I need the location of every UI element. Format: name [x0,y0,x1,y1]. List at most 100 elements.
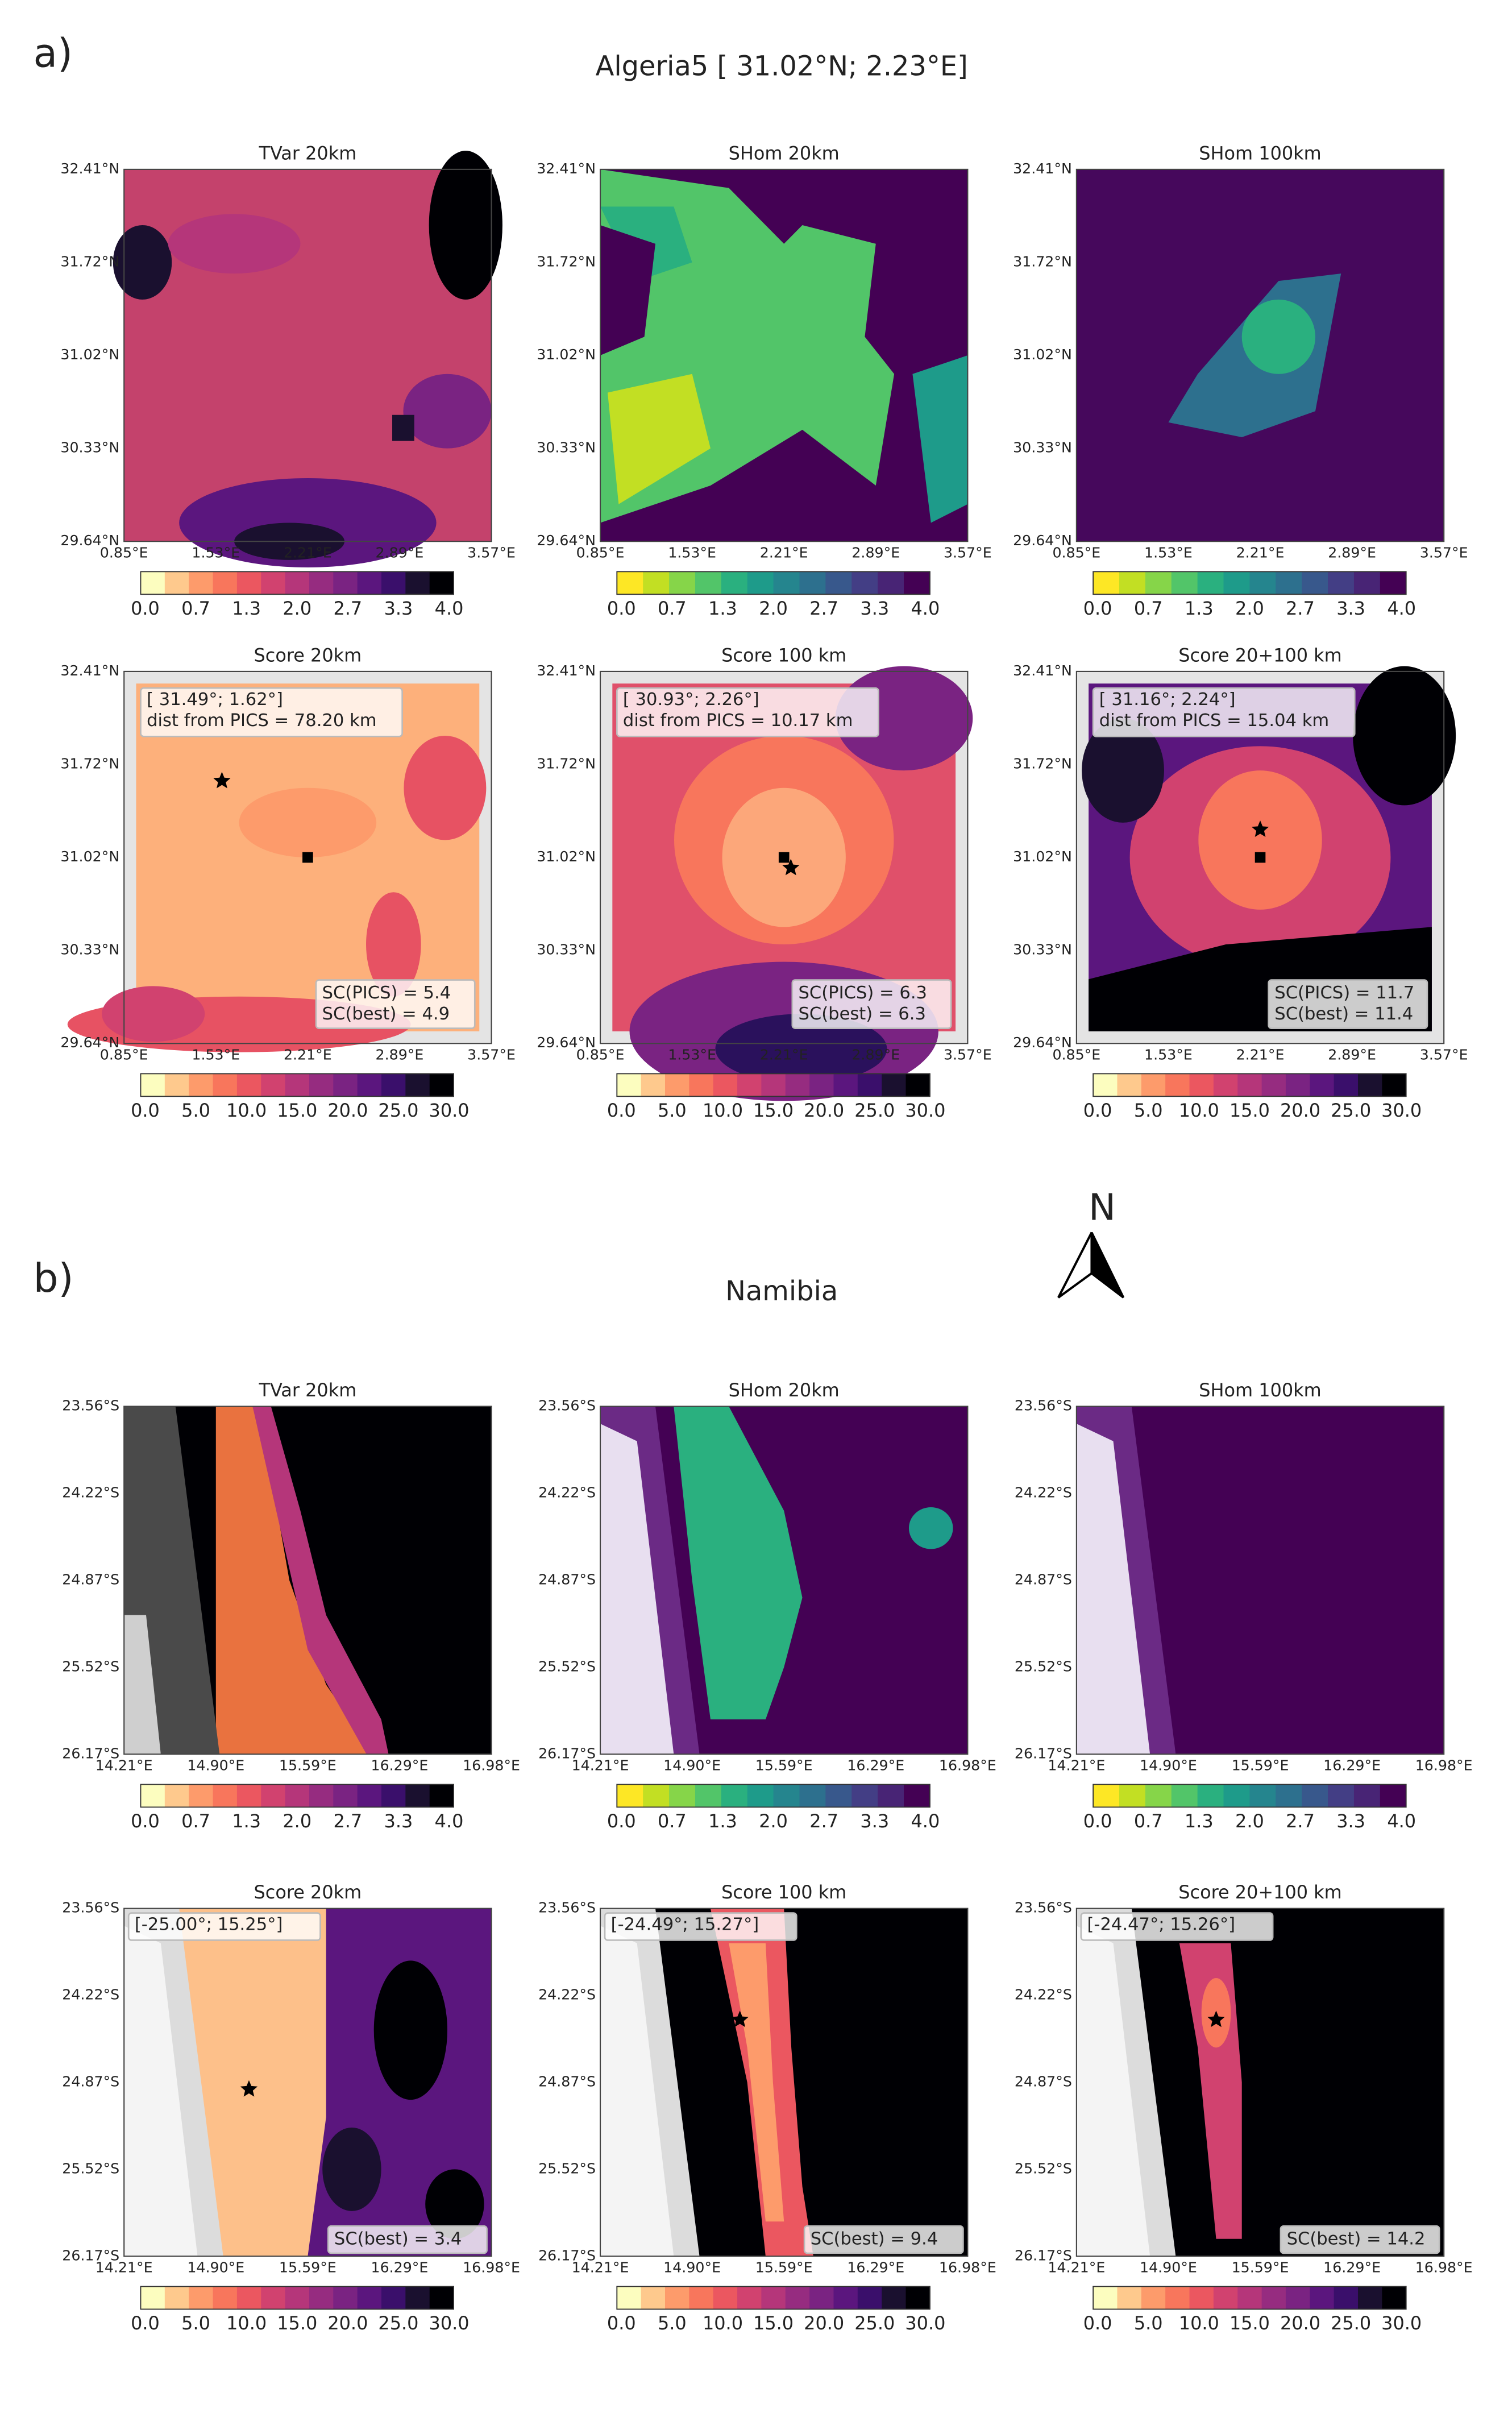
colorbar-segment [809,1073,834,1097]
colorbar-tick-label: 4.0 [911,598,940,619]
location-star [731,2010,749,2027]
lon-tick-label: 2.21°E [760,1047,808,1063]
lat-tick-label: 23.56°S [62,1398,119,1414]
lon-tick-label: 1.53°E [192,544,240,561]
lon-tick-label: 14.90°E [1140,1757,1197,1774]
lon-tick-label: 14.90°E [187,1757,244,1774]
colorbar-border [616,1073,931,1097]
colorbar-segment [333,571,358,595]
colorbar-segment [1382,2286,1407,2310]
colorbar-segment [1197,1784,1224,1807]
colorbar-segment [721,571,748,595]
lon-tick-label: 15.59°E [279,2259,337,2276]
colorbar-border [1093,571,1407,595]
colorbar-tick-label: 4.0 [435,598,464,619]
colorbar-segment [773,571,800,595]
score-text: SC(best) = 11.4 [1274,1004,1413,1024]
colorbar-segment [357,571,382,595]
colorbar-tick-label: 15.0 [277,2312,317,2334]
colorbar-tick-label: 0.0 [1083,1100,1112,1121]
location-text: [ 31.49°; 1.62°] [147,690,283,710]
colorbar-segment [1119,1784,1146,1807]
lon-tick-label: 16.29°E [1323,1757,1381,1774]
location-star [240,2080,258,2097]
colorbar-tick-label: 0.0 [131,2312,160,2334]
lat-tick-label: 23.56°S [538,1398,596,1414]
lon-tick-label: 14.21°E [572,1757,629,1774]
colorbar-border [140,571,454,595]
colorbar-tick-label: 5.0 [181,2312,210,2334]
colorbar-tick-label: 2.0 [1235,1810,1264,1832]
colorbar-segment [617,2286,642,2310]
lat-tick-label: 31.72°N [537,253,596,269]
colorbar-segment [429,571,454,595]
colorbar-segment [641,1073,666,1097]
colorbar-segment [213,1784,238,1807]
lat-tick-label: 25.52°S [62,2160,119,2176]
lon-tick-label: 1.53°E [668,1047,716,1063]
colorbar-segment [1145,571,1172,595]
score-box [315,979,476,1029]
lat-tick-label: 30.33°N [1013,942,1072,958]
colorbar-tick-label: 5.0 [1134,2312,1163,2334]
colorbar-segment [1357,2286,1383,2310]
colorbar-tick-label: 3.3 [384,1810,413,1832]
lat-tick-label: 29.64°N [1013,1034,1072,1051]
colorbar-tick-label: 20.0 [327,2312,368,2334]
colorbar-segment [381,1073,406,1097]
colorbar-segment [189,1784,214,1807]
colorbar-tick-label: 2.0 [759,1810,788,1832]
lat-tick-label: 24.22°S [62,1485,119,1501]
location-box [616,687,879,737]
colorbar-tick-label: 0.7 [181,1810,210,1832]
map-area [600,1926,674,2257]
colorbar-segment [809,2286,834,2310]
lon-tick-label: 2.21°E [284,544,332,561]
map-border [123,1908,492,2257]
colorbar-tick-label: 10.0 [226,2312,267,2334]
colorbar-segment [189,1073,214,1097]
colorbar-segment [825,1784,853,1807]
lon-tick-label: 16.29°E [1323,2259,1381,2276]
lon-tick-label: 15.59°E [279,1757,337,1774]
colorbar-tick-label: 4.0 [1387,1810,1416,1832]
lon-tick-label: 3.57°E [1420,544,1468,561]
colorbar-tick-label: 10.0 [1179,2312,1219,2334]
lat-tick-label: 24.22°S [1015,1485,1072,1501]
map-border [123,1405,492,1755]
colorbar-segment [1165,2286,1190,2310]
colorbar-tick-label: 0.7 [658,598,687,619]
lat-tick-label: 32.41°N [60,662,119,679]
colorbar-segment [799,1784,826,1807]
map-area [124,1615,161,1755]
lat-tick-label: 29.64°N [537,1034,596,1051]
lon-tick-label: 2.89°E [1328,1047,1376,1063]
colorbar-segment [1165,1073,1190,1097]
lon-tick-label: 16.29°E [847,2259,904,2276]
colorbar-tick-label: 0.0 [607,1810,636,1832]
colorbar-segment [713,1073,738,1097]
lon-tick-label: 2.89°E [851,1047,900,1063]
map [124,1406,492,1755]
colorbar-segment [689,2286,714,2310]
colorbar-segment [213,1073,238,1097]
lon-tick-label: 1.53°E [1144,1047,1193,1063]
colorbar-segment [825,571,853,595]
panel-title: Score 100 km [721,1881,846,1903]
colorbar-tick-label: 20.0 [804,2312,844,2334]
colorbar-segment [381,571,406,595]
map-area [392,414,414,441]
lat-tick-label: 24.22°S [538,1485,596,1501]
colorbar-segment [747,1784,774,1807]
map-area [1082,718,1164,823]
lat-tick-label: 31.72°N [1013,756,1072,772]
lat-tick-label: 26.17°S [538,1745,596,1761]
lon-tick-label: 2.21°E [1236,1047,1285,1063]
map-border [1075,670,1445,1044]
map-border [123,168,492,542]
colorbar-segment [213,2286,238,2310]
colorbar-border [140,2286,454,2310]
lat-tick-label: 32.41°N [537,160,596,177]
colorbar-segment [333,2286,358,2310]
lon-tick-label: 0.85°E [100,544,148,561]
